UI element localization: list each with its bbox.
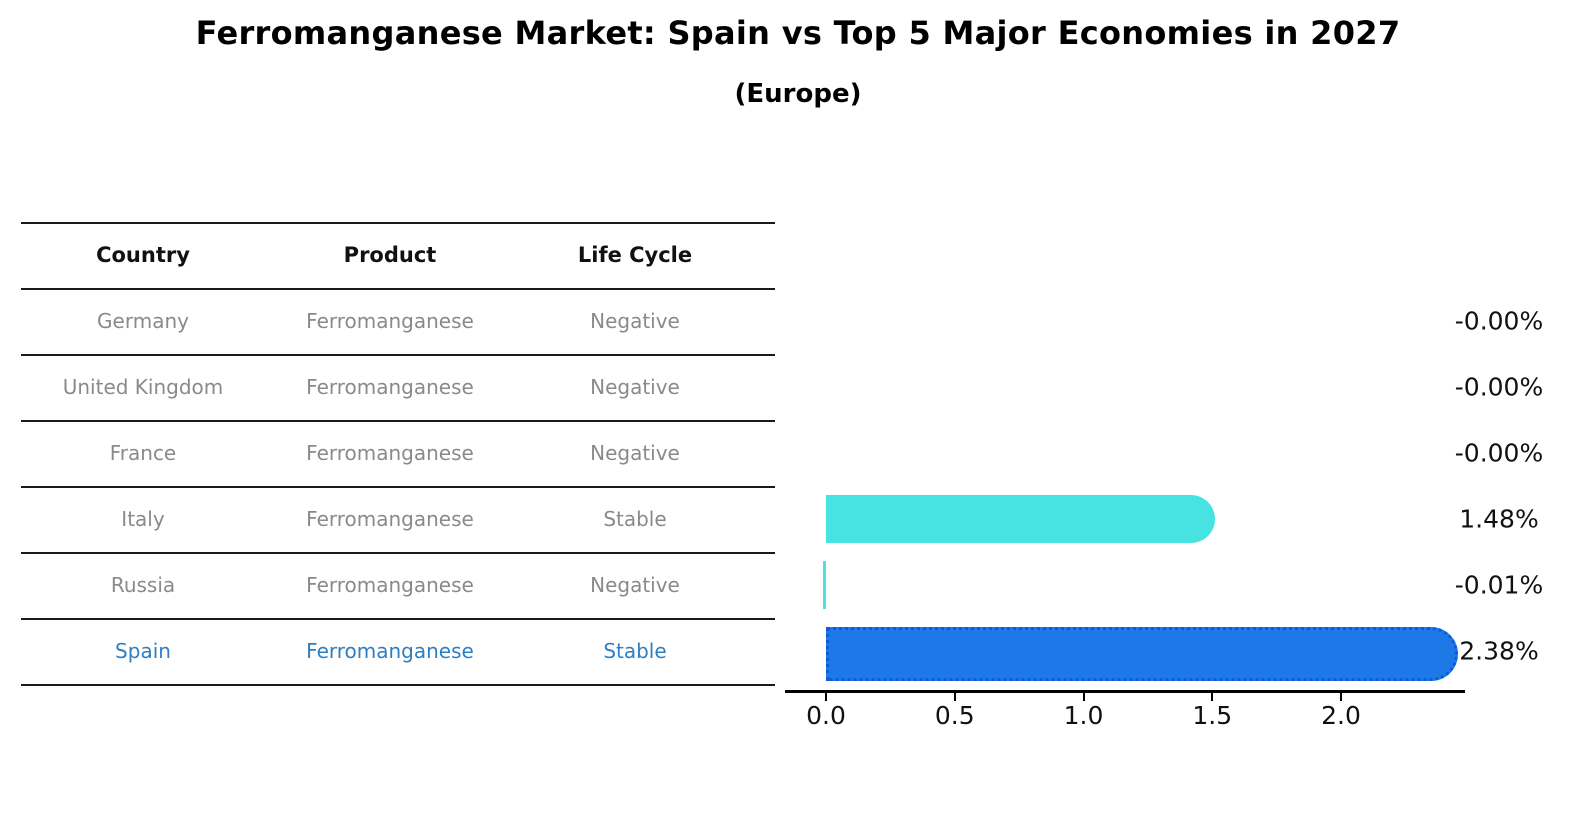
x-axis-tick xyxy=(1340,692,1342,701)
bar-value-label: -0.00% xyxy=(1454,306,1544,336)
table-cell-country: Spain xyxy=(115,639,171,663)
table-cell-country: Italy xyxy=(121,507,165,531)
table-cell-life-cycle: Negative xyxy=(590,309,680,333)
table-row: Spain Ferromanganese Stable xyxy=(21,618,775,684)
bar-value-label: -0.00% xyxy=(1454,372,1544,402)
table-row-border xyxy=(21,618,775,620)
bar-russia xyxy=(823,561,826,609)
table-cell-product: Ferromanganese xyxy=(306,441,474,465)
x-axis-tick xyxy=(1211,692,1214,701)
table-row-border xyxy=(21,552,775,554)
table-header-life-cycle: Life Cycle xyxy=(577,243,693,267)
chart-subtitle: (Europe) xyxy=(734,79,862,109)
table-cell-product: Ferromanganese xyxy=(306,573,474,597)
x-axis-tick xyxy=(825,692,827,701)
x-axis-tick-label: 2.0 xyxy=(1321,701,1361,730)
bar-value-label: 2.38% xyxy=(1459,636,1539,666)
table-cell-country: Russia xyxy=(110,573,176,597)
bar-value-label: 1.48% xyxy=(1459,504,1539,534)
x-axis-tick xyxy=(1082,692,1085,701)
x-axis-tick-label: 0.5 xyxy=(934,701,975,730)
bar-value-label: -0.01% xyxy=(1454,570,1544,600)
table-cell-country: United Kingdom xyxy=(62,375,224,399)
table-row: Russia Ferromanganese Negative xyxy=(21,552,775,618)
table-row: United Kingdom Ferromanganese Negative xyxy=(21,354,775,420)
x-axis-tick xyxy=(953,692,956,701)
table-row: Country Product Life Cycle xyxy=(21,222,775,288)
table-cell-life-cycle: Negative xyxy=(590,573,680,597)
chart-title: Ferromanganese Market: Spain vs Top 5 Ma… xyxy=(195,14,1401,52)
x-axis-tick-label: 1.0 xyxy=(1063,701,1104,730)
table-header-country: Country xyxy=(96,243,190,267)
table-cell-life-cycle: Stable xyxy=(603,639,667,663)
table-cell-product: Ferromanganese xyxy=(306,375,474,399)
table-row: Italy Ferromanganese Stable xyxy=(21,486,775,552)
table-cell-life-cycle: Stable xyxy=(603,507,667,531)
table-row-border xyxy=(21,486,775,488)
bar-italy xyxy=(826,495,1216,543)
bar-value-label: -0.00% xyxy=(1454,438,1544,468)
table-top-border xyxy=(21,222,775,224)
table-row: France Ferromanganese Negative xyxy=(21,420,775,486)
table-cell-country: Germany xyxy=(97,309,189,333)
table-cell-life-cycle: Negative xyxy=(590,375,680,399)
table-cell-life-cycle: Negative xyxy=(590,441,680,465)
table-cell-product: Ferromanganese xyxy=(306,639,474,663)
x-axis-line xyxy=(785,690,1465,693)
x-axis-tick-label: 0.0 xyxy=(806,701,846,730)
table-header-product: Product xyxy=(343,243,437,267)
x-axis-tick-label: 1.5 xyxy=(1192,701,1233,730)
table-cell-product: Ferromanganese xyxy=(306,309,474,333)
table-bottom-border xyxy=(21,684,775,686)
table-row: Germany Ferromanganese Negative xyxy=(21,288,775,354)
table-cell-product: Ferromanganese xyxy=(306,507,474,531)
table-row-border xyxy=(21,354,775,356)
table-row-border xyxy=(21,420,775,422)
bar-spain xyxy=(826,627,1458,681)
table-header-border xyxy=(21,288,775,290)
table-cell-country: France xyxy=(109,441,177,465)
